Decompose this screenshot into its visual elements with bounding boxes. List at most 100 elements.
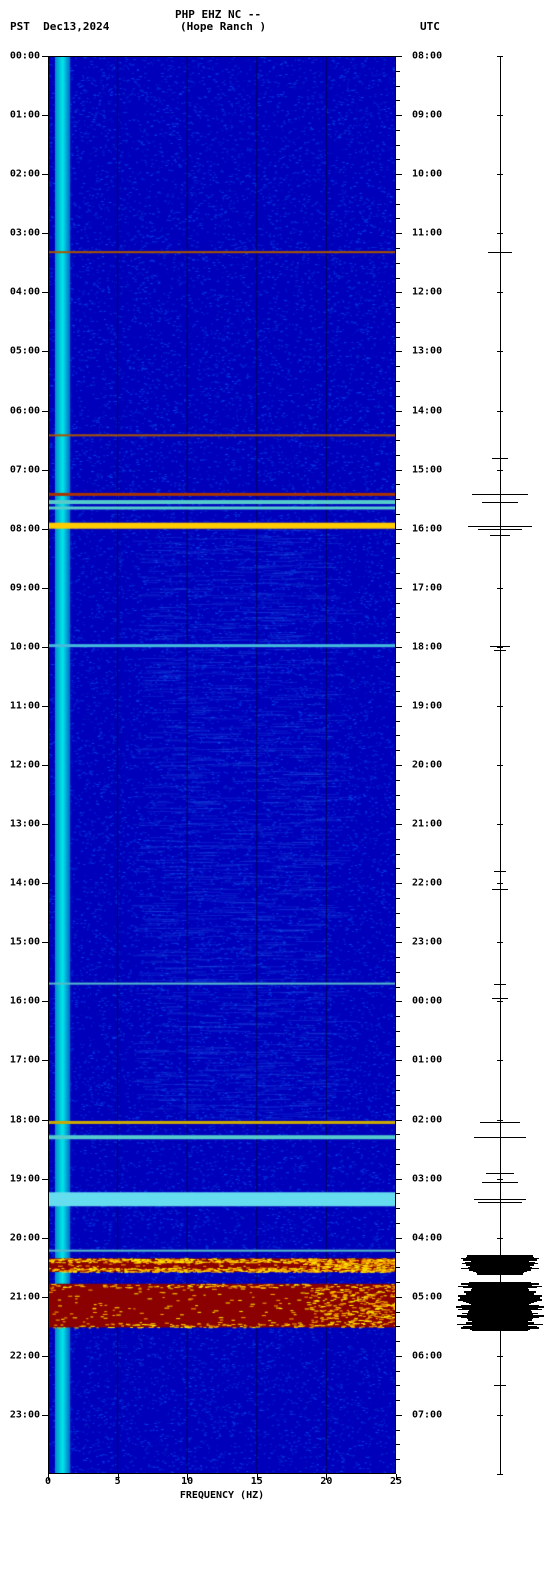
y-tick-left (42, 529, 48, 530)
y-minor-tick-right (396, 1282, 400, 1283)
y-tick-right-label: 16:00 (412, 523, 442, 534)
y-tick-right-label: 12:00 (412, 287, 442, 298)
y-minor-tick-right (396, 558, 400, 559)
waveform-hour-tick (497, 588, 503, 589)
y-minor-tick-right (396, 632, 400, 633)
waveform-hour-tick (497, 233, 503, 234)
y-minor-tick-right (396, 972, 400, 973)
x-tick-label: 15 (251, 1476, 263, 1487)
y-tick-left (42, 233, 48, 234)
y-tick-right (396, 1297, 402, 1298)
waveform-hour-tick (497, 1179, 503, 1180)
y-tick-right-label: 06:00 (412, 1350, 442, 1361)
y-tick-right (396, 174, 402, 175)
y-tick-right-label: 02:00 (412, 1114, 442, 1125)
y-tick-left (42, 411, 48, 412)
waveform-spike (474, 1137, 526, 1138)
waveform-hour-tick (497, 1120, 503, 1121)
y-minor-tick-right (396, 1252, 400, 1253)
y-minor-tick-right (396, 1400, 400, 1401)
y-tick-left (42, 115, 48, 116)
y-tick-left-label: 18:00 (10, 1114, 40, 1125)
y-minor-tick-right (396, 1075, 400, 1076)
y-minor-tick-right (396, 71, 400, 72)
y-minor-tick-right (396, 263, 400, 264)
y-tick-left (42, 588, 48, 589)
y-tick-left-label: 07:00 (10, 464, 40, 475)
y-minor-tick-right (396, 455, 400, 456)
waveform-hour-tick (497, 647, 503, 648)
y-tick-left-label: 08:00 (10, 523, 40, 534)
y-tick-right-label: 22:00 (412, 878, 442, 889)
y-tick-right (396, 765, 402, 766)
y-tick-right-label: 20:00 (412, 760, 442, 771)
y-tick-right (396, 351, 402, 352)
y-tick-left (42, 351, 48, 352)
y-tick-right-label: 01:00 (412, 1055, 442, 1066)
x-tick-label: 0 (45, 1476, 51, 1487)
y-tick-right-label: 18:00 (412, 641, 442, 652)
y-tick-right (396, 470, 402, 471)
y-tick-right (396, 1001, 402, 1002)
tz-left-label: PST (10, 20, 30, 33)
y-tick-right-label: 04:00 (412, 1232, 442, 1243)
y-tick-left (42, 1297, 48, 1298)
y-minor-tick-right (396, 499, 400, 500)
y-tick-right (396, 1356, 402, 1357)
y-minor-tick-right (396, 1341, 400, 1342)
waveform-hour-tick (497, 1474, 503, 1475)
waveform-spike (492, 458, 508, 459)
y-tick-left-label: 06:00 (10, 405, 40, 416)
y-tick-left (42, 1120, 48, 1121)
y-tick-right-label: 21:00 (412, 819, 442, 830)
y-tick-left (42, 1238, 48, 1239)
y-minor-tick-right (396, 750, 400, 751)
y-tick-left-label: 15:00 (10, 937, 40, 948)
y-tick-left (42, 1001, 48, 1002)
y-minor-tick-right (396, 839, 400, 840)
y-minor-tick-right (396, 913, 400, 914)
y-tick-right-label: 00:00 (412, 996, 442, 1007)
waveform-spike (468, 526, 532, 527)
y-tick-right-label: 08:00 (412, 51, 442, 62)
waveform-hour-tick (497, 706, 503, 707)
y-tick-right (396, 706, 402, 707)
y-tick-left-label: 16:00 (10, 996, 40, 1007)
y-tick-right (396, 588, 402, 589)
waveform-hour-tick (497, 470, 503, 471)
y-tick-right-label: 14:00 (412, 405, 442, 416)
y-minor-tick-right (396, 543, 400, 544)
y-minor-tick-right (396, 854, 400, 855)
waveform-hour-tick (497, 1238, 503, 1239)
waveform-hour-tick (497, 1415, 503, 1416)
x-tick-label: 5 (115, 1476, 121, 1487)
y-minor-tick-right (396, 1326, 400, 1327)
waveform-spike (474, 1199, 526, 1200)
y-tick-right-label: 10:00 (412, 169, 442, 180)
y-minor-tick-right (396, 1016, 400, 1017)
waveform-hour-tick (497, 942, 503, 943)
y-minor-tick-right (396, 145, 400, 146)
y-tick-right (396, 1060, 402, 1061)
y-minor-tick-right (396, 189, 400, 190)
y-minor-tick-right (396, 1459, 400, 1460)
y-tick-right (396, 1238, 402, 1239)
waveform-spike (482, 1182, 518, 1183)
y-tick-right (396, 824, 402, 825)
y-minor-tick-right (396, 1208, 400, 1209)
y-minor-tick-right (396, 218, 400, 219)
y-minor-tick-right (396, 159, 400, 160)
y-minor-tick-right (396, 130, 400, 131)
waveform-hour-tick (497, 292, 503, 293)
y-tick-right-label: 07:00 (412, 1409, 442, 1420)
waveform-dense (477, 1273, 524, 1275)
y-tick-left-label: 20:00 (10, 1232, 40, 1243)
y-tick-left (42, 1179, 48, 1180)
waveform-hour-tick (497, 174, 503, 175)
y-minor-tick-right (396, 603, 400, 604)
y-tick-right-label: 09:00 (412, 110, 442, 121)
y-minor-tick-right (396, 780, 400, 781)
y-tick-left-label: 02:00 (10, 169, 40, 180)
y-minor-tick-right (396, 795, 400, 796)
spectrogram-plot (48, 56, 396, 1474)
